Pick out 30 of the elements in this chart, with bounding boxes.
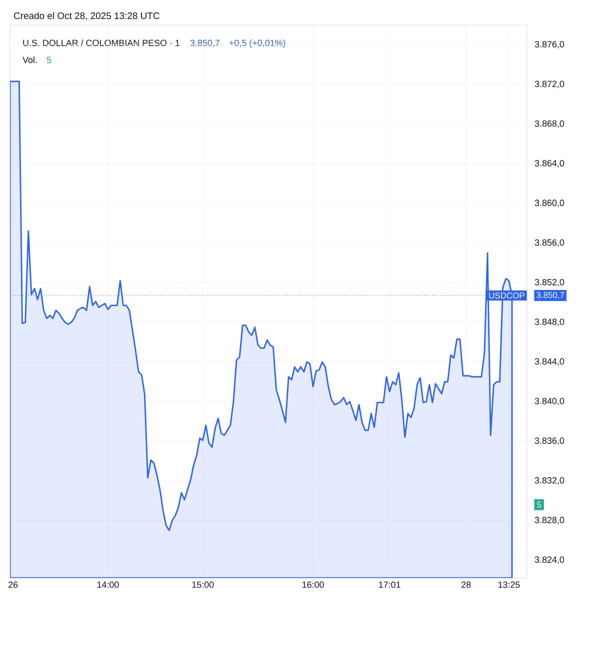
annotation: Vol. [22, 56, 37, 64]
y-tick-label: 3.876,0 [534, 41, 564, 49]
x-tick-label: 14:00 [97, 582, 119, 588]
y-tick-label: 3.860,0 [534, 200, 564, 208]
y-tick-label: 3.844,0 [534, 358, 564, 366]
text: U.S. DOLLAR / COLOMBIAN PESO · 1 [23, 39, 180, 46]
x-tick-label: 16:00 [302, 582, 324, 588]
y-tick-label: 3.828,0 [534, 516, 564, 524]
text: 5 [537, 502, 542, 508]
y-tick-label: 3.824,0 [534, 556, 564, 564]
y-tick-label: 3.852,0 [534, 278, 564, 286]
y-tick-label: 3.856,0 [534, 239, 564, 247]
y-tick-label: 3.868,0 [534, 120, 564, 128]
x-tick-label: 26 [8, 582, 18, 588]
y-tick-label: 3.872,0 [534, 80, 564, 88]
text: Creado el Oct 28, 2025 13:28 UTC [14, 12, 160, 20]
x-tick-label: 15:00 [192, 582, 214, 588]
annotation: 5 [46, 56, 52, 64]
x-tick-label: 13:25 [498, 582, 520, 588]
annotation: +0,5 (+0,01%) [229, 39, 286, 48]
annotation: 3.850,7 [190, 40, 220, 48]
x-tick-label: 17:01 [379, 582, 400, 588]
y-tick-label: 3.864,0 [534, 160, 564, 168]
y-tick-label: 3.836,0 [534, 438, 564, 445]
x-tick-label: 28 [462, 582, 471, 588]
y-tick-label: 3.832,0 [534, 477, 564, 485]
ref-line-label: USDCOP [489, 292, 524, 299]
y-tick-label: 3.848,0 [534, 318, 564, 326]
y-tick-label: 3.840,0 [534, 398, 564, 406]
text: 3.850,7 [536, 292, 564, 300]
